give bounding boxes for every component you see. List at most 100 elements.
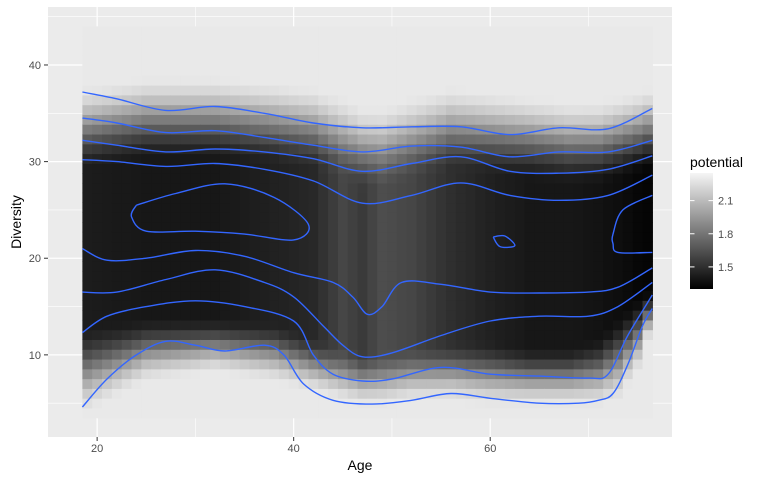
heatmap-cell — [210, 114, 221, 125]
heatmap-cell — [161, 85, 172, 96]
heatmap-cell — [92, 231, 103, 243]
heatmap-cell — [357, 202, 368, 213]
heatmap-cell — [92, 261, 103, 272]
heatmap-cell — [436, 368, 447, 380]
heatmap-cell — [603, 280, 614, 292]
heatmap-cell — [190, 388, 201, 399]
heatmap-cell — [367, 319, 378, 331]
heatmap-cell — [514, 261, 526, 272]
heatmap-cell — [387, 182, 398, 194]
heatmap-cell — [141, 310, 152, 321]
heatmap-cell — [622, 251, 634, 262]
heatmap-cell — [554, 407, 565, 419]
heatmap-cell — [632, 45, 644, 57]
heatmap-cell — [534, 300, 545, 311]
heatmap-cell — [406, 300, 418, 311]
heatmap-cell — [445, 398, 457, 409]
heatmap-cell — [239, 173, 251, 184]
heatmap-cell — [82, 173, 93, 184]
heatmap-cell — [357, 261, 368, 272]
heatmap-cell — [121, 319, 133, 331]
heatmap-cell — [622, 202, 634, 213]
heatmap-cell — [318, 173, 329, 184]
heatmap-cell — [426, 241, 437, 252]
heatmap-cell — [357, 94, 368, 106]
heatmap-cell — [200, 45, 211, 57]
heatmap-cell — [337, 280, 349, 292]
heatmap-cell — [416, 26, 427, 37]
heatmap-cell — [544, 368, 555, 380]
heatmap-cell — [288, 192, 300, 204]
heatmap-cell — [82, 349, 93, 360]
heatmap-cell — [534, 182, 545, 194]
heatmap-cell — [357, 85, 368, 96]
heatmap-cell — [485, 133, 496, 145]
heatmap-cell — [642, 133, 653, 145]
heatmap-cell — [455, 358, 467, 370]
heatmap-cell — [219, 65, 231, 76]
heatmap-cell — [544, 143, 555, 155]
heatmap-cell — [180, 251, 192, 262]
heatmap-cell — [377, 75, 388, 86]
heatmap-cell — [161, 163, 172, 174]
heatmap-cell — [170, 261, 182, 272]
heatmap-cell — [544, 75, 555, 86]
heatmap-cell — [495, 26, 506, 37]
heatmap-cell — [534, 270, 545, 282]
heatmap-cell — [613, 319, 624, 331]
heatmap-cell — [229, 407, 241, 419]
heatmap-cell — [92, 153, 103, 164]
heatmap-cell — [377, 251, 388, 262]
heatmap-cell — [534, 358, 545, 370]
heatmap-cell — [259, 85, 270, 96]
heatmap-cell — [121, 153, 133, 164]
heatmap-cell — [504, 55, 516, 67]
heatmap-cell — [406, 114, 418, 125]
heatmap-cell — [82, 104, 93, 115]
heatmap-cell — [269, 398, 280, 409]
heatmap-cell — [642, 231, 653, 243]
heatmap-cell — [337, 358, 349, 370]
heatmap-cell — [357, 378, 368, 389]
heatmap-cell — [151, 358, 162, 370]
heatmap-cell — [632, 133, 644, 145]
heatmap-cell — [200, 26, 211, 37]
heatmap-cell — [180, 202, 192, 213]
heatmap-cell — [583, 36, 594, 47]
heatmap-cell — [426, 407, 437, 419]
heatmap-cell — [367, 94, 378, 106]
heatmap-cell — [298, 319, 310, 331]
heatmap-cell — [269, 339, 280, 350]
heatmap-cell — [328, 65, 339, 76]
heatmap-cell — [367, 143, 378, 155]
heatmap-cell — [495, 65, 506, 76]
heatmap-cell — [269, 202, 280, 213]
heatmap-cell — [367, 36, 378, 47]
heatmap-cell — [239, 45, 251, 57]
heatmap-cell — [554, 114, 565, 125]
heatmap-cell — [495, 192, 506, 204]
heatmap-cell — [642, 329, 653, 340]
heatmap-cell — [603, 163, 614, 174]
heatmap-cell — [504, 368, 516, 380]
heatmap-cell — [219, 104, 231, 115]
heatmap-cell — [180, 153, 192, 164]
heatmap-cell — [426, 290, 437, 301]
heatmap-cell — [504, 358, 516, 370]
heatmap-cell — [239, 329, 251, 340]
heatmap-cell — [445, 36, 457, 47]
heatmap-cell — [416, 192, 427, 204]
heatmap-cell — [141, 358, 152, 370]
heatmap-cell — [406, 222, 418, 233]
heatmap-cell — [308, 358, 319, 370]
heatmap-cell — [396, 251, 408, 262]
heatmap-cell — [563, 212, 575, 223]
heatmap-cell — [514, 104, 526, 115]
heatmap-cell — [455, 231, 467, 243]
heatmap-cell — [544, 36, 555, 47]
heatmap-cell — [239, 114, 251, 125]
heatmap-cell — [210, 300, 221, 311]
heatmap-cell — [239, 398, 251, 409]
heatmap-cell — [151, 378, 162, 389]
heatmap-cell — [200, 339, 211, 350]
